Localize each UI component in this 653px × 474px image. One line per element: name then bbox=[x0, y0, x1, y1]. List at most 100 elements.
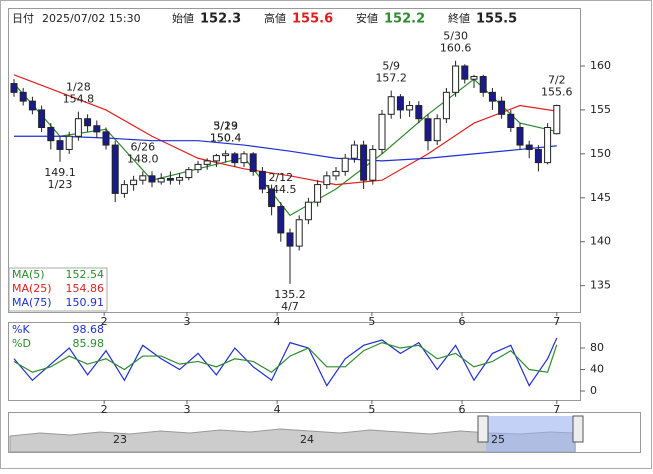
line bbox=[13, 337, 558, 387]
candle-body bbox=[231, 153, 239, 164]
header-value: 155.5 bbox=[476, 12, 517, 27]
candle-body bbox=[452, 65, 460, 93]
annotation-date: 7/2 bbox=[548, 74, 566, 87]
candle-body bbox=[516, 126, 524, 146]
legend-value: 85.98 bbox=[73, 337, 105, 350]
x-tick-label: 2 bbox=[101, 315, 108, 328]
navigator-label: 25 bbox=[491, 433, 505, 446]
candle-body bbox=[507, 113, 515, 128]
candle-body bbox=[268, 188, 276, 208]
annotation-value: 135.2 bbox=[274, 288, 306, 301]
candle-body bbox=[498, 100, 506, 115]
annotation-value: 150.4 bbox=[210, 131, 242, 144]
y-tick-label: 160 bbox=[590, 59, 611, 72]
y-tick-label: 0 bbox=[590, 384, 597, 397]
candle-body bbox=[479, 76, 487, 93]
candle-body bbox=[166, 177, 174, 181]
candle-body bbox=[424, 118, 432, 142]
candle-body bbox=[332, 170, 340, 177]
legend-value: 150.91 bbox=[66, 296, 105, 309]
candle-body bbox=[84, 118, 92, 127]
price-panel bbox=[8, 8, 581, 313]
x-tick-label: 7 bbox=[553, 403, 560, 416]
navigator-handle[interactable] bbox=[572, 415, 584, 443]
legend-name: MA(75) bbox=[12, 296, 52, 309]
legend-name: MA(5) bbox=[12, 268, 45, 281]
candle-body bbox=[212, 155, 220, 162]
legend-name: MA(25) bbox=[12, 282, 52, 295]
header-label: 高値 bbox=[264, 11, 286, 25]
candle-body bbox=[194, 163, 202, 171]
candle-body bbox=[258, 170, 266, 190]
candle-body bbox=[47, 126, 55, 142]
annotation-value: 150.4 bbox=[210, 131, 242, 144]
legend-name: %K bbox=[12, 323, 30, 336]
y-tick-label: 40 bbox=[590, 363, 604, 376]
annotation-value: 149.1 bbox=[44, 166, 76, 179]
candle-body bbox=[93, 125, 101, 133]
annotation-date: 3/19 bbox=[213, 119, 238, 132]
annotation-date: 1/28 bbox=[66, 81, 91, 94]
candle-body bbox=[111, 144, 119, 194]
candle-body bbox=[314, 184, 322, 203]
oscillator-panel bbox=[8, 322, 581, 401]
annotation-value: 144.5 bbox=[265, 183, 297, 196]
candle-body bbox=[249, 153, 257, 172]
annotation-date: 1/23 bbox=[48, 178, 73, 191]
candle-body bbox=[157, 177, 165, 183]
candle-body bbox=[19, 91, 27, 102]
candle-body bbox=[102, 131, 110, 146]
candle-body bbox=[350, 144, 358, 159]
candle-body bbox=[396, 96, 404, 111]
x-tick-label: 5 bbox=[368, 315, 375, 328]
candle-body bbox=[74, 118, 82, 137]
x-tick-label: 4 bbox=[274, 315, 281, 328]
annotation-value: 148.0 bbox=[127, 152, 159, 165]
candle-body bbox=[525, 144, 533, 150]
header-label: 終値 bbox=[448, 11, 470, 25]
header-value: 152.3 bbox=[200, 12, 241, 27]
annotation-date: 4/7 bbox=[281, 300, 299, 313]
candle-body bbox=[415, 105, 423, 120]
annotation-value: 160.6 bbox=[440, 42, 472, 55]
line bbox=[13, 342, 558, 373]
x-tick-label: 2 bbox=[101, 403, 108, 416]
legend-value: 154.86 bbox=[66, 282, 105, 295]
annotation-date: 6/26 bbox=[130, 140, 155, 153]
candle-body bbox=[203, 160, 211, 165]
candle-body bbox=[277, 206, 285, 234]
annotation-date: 5/9 bbox=[382, 60, 400, 73]
y-tick-label: 155 bbox=[590, 103, 611, 116]
candle-body bbox=[65, 135, 73, 150]
candle-body bbox=[442, 91, 450, 120]
header-datetime: 2025/07/02 15:30 bbox=[42, 12, 141, 25]
annotation-value: 157.2 bbox=[375, 72, 407, 85]
x-tick-label: 3 bbox=[183, 403, 190, 416]
candle-body bbox=[185, 169, 193, 179]
candle-body bbox=[10, 83, 18, 93]
candle-body bbox=[488, 91, 496, 102]
header-label: 日付 bbox=[12, 12, 34, 25]
candle-body bbox=[433, 118, 441, 142]
candle-body bbox=[148, 175, 156, 183]
annotation-value: 154.8 bbox=[63, 93, 95, 106]
navigator-handle[interactable] bbox=[477, 415, 489, 443]
header-label: 安値 bbox=[356, 11, 378, 25]
candle-body bbox=[139, 175, 147, 181]
candle-body bbox=[304, 201, 312, 221]
legend-value: 152.54 bbox=[66, 268, 105, 281]
candle-body bbox=[56, 140, 64, 150]
navigator-label: 24 bbox=[300, 433, 314, 446]
legend-value: 98.68 bbox=[73, 323, 105, 336]
annotation-date: 5/23 bbox=[213, 119, 238, 132]
navigator-window[interactable] bbox=[486, 416, 576, 452]
candle-body bbox=[369, 148, 377, 181]
header-label: 始値 bbox=[172, 11, 194, 25]
y-tick-label: 140 bbox=[590, 235, 611, 248]
candle-body bbox=[534, 148, 542, 164]
candle-body bbox=[406, 105, 414, 111]
x-tick-label: 5 bbox=[368, 403, 375, 416]
candle-body bbox=[286, 232, 294, 247]
navigator-label: 23 bbox=[113, 433, 127, 446]
